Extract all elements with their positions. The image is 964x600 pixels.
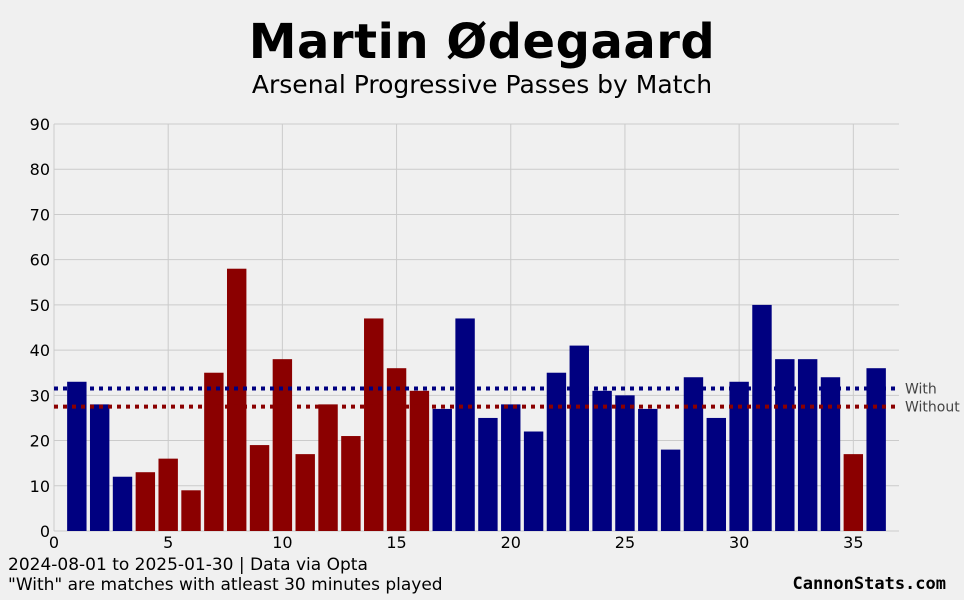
bar-match-15 [386,368,407,531]
bar-match-13 [341,436,361,531]
bar-match-10 [272,359,293,531]
bar-match-36 [866,368,886,531]
bar-match-28 [683,377,704,531]
y-tick-label: 0 [40,522,50,541]
bar-match-16 [409,390,430,531]
bar-match-23 [569,345,589,531]
chart-title: Martin Ødegaard [248,14,716,70]
bar-match-26 [638,408,658,531]
x-tick-label: 25 [615,533,635,552]
bar-match-8 [226,268,247,531]
bar-match-33 [797,359,818,531]
bar-match-21 [523,431,544,531]
bar-match-1 [67,381,87,531]
bar-match-7 [204,372,224,531]
x-tick-label: 35 [843,533,863,552]
bar-match-34 [820,377,841,531]
bar-match-24 [592,390,612,531]
x-tick-label: 10 [272,533,292,552]
average-label-without: Without [905,400,960,416]
x-tick-label: 0 [49,533,59,552]
average-label-with: With [905,382,937,398]
bar-match-2 [89,404,110,531]
reference-lines: With Without [54,382,960,416]
y-tick-label: 80 [30,160,50,179]
bar-match-30 [729,381,749,531]
bars [67,268,886,531]
x-tick-label: 15 [386,533,406,552]
bar-match-18 [455,318,475,531]
x-tick-label: 5 [163,533,173,552]
y-tick-label: 60 [30,251,50,270]
y-tick-label: 90 [30,115,50,134]
with-definition-note: "With" are matches with atleast 30 minut… [8,575,443,595]
bar-match-5 [158,458,178,531]
bar-match-14 [364,318,384,531]
bar-match-31 [752,304,772,531]
bar-match-29 [706,417,727,531]
x-tick-label: 20 [501,533,521,552]
tick-labels: 0 10 20 30 40 50 60 70 80 90 0 5 10 15 20 25 30 35 [30,115,864,552]
bar-match-25 [615,395,635,531]
chart-subtitle: Arsenal Progressive Passes by Match [251,70,713,99]
y-tick-label: 10 [30,477,50,496]
gridlines [53,123,899,532]
x-tick-label: 30 [729,533,749,552]
brand-label: CannonStats.com [792,574,946,594]
bar-match-17 [432,408,452,531]
y-tick-label: 50 [30,296,50,315]
bar-match-9 [249,445,270,531]
date-range-note: 2024-08-01 to 2025-01-30 | Data via Opta [8,555,368,575]
bar-match-3 [112,476,133,531]
bar-match-22 [546,372,567,531]
bar-match-32 [775,359,795,531]
y-tick-label: 40 [30,341,50,360]
bar-match-20 [501,404,521,531]
bar-match-19 [478,417,498,531]
bar-match-4 [135,472,156,531]
bar-match-6 [181,490,201,531]
bar-match-11 [295,454,315,531]
y-tick-label: 30 [30,386,50,405]
y-tick-label: 70 [30,205,50,224]
bar-match-27 [660,449,681,531]
bar-match-35 [843,454,864,531]
bar-match-12 [318,404,338,531]
y-tick-label: 20 [30,432,50,451]
